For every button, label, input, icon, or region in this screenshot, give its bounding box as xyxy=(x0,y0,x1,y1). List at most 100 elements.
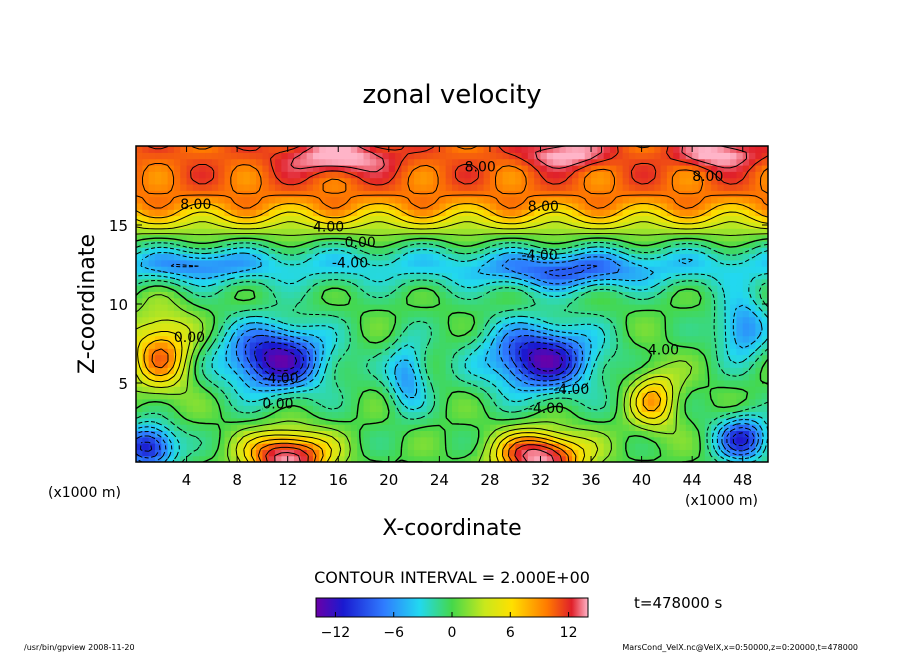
field-cell xyxy=(679,379,687,387)
field-cell xyxy=(161,209,169,217)
field-cell xyxy=(502,443,510,450)
field-cell xyxy=(300,253,308,261)
field-cell xyxy=(312,304,320,311)
field-cell xyxy=(388,164,396,172)
field-cell xyxy=(388,291,396,299)
field-cell xyxy=(527,367,535,375)
field-cell xyxy=(584,266,592,273)
field-cell xyxy=(515,177,523,185)
field-cell xyxy=(489,373,497,381)
field-cell xyxy=(287,266,295,273)
field-cell xyxy=(673,329,681,337)
field-cell xyxy=(218,430,226,438)
field-cell xyxy=(464,146,472,153)
field-cell xyxy=(723,455,731,462)
field-cell xyxy=(723,304,731,311)
field-cell xyxy=(496,430,504,438)
field-cell xyxy=(211,209,219,217)
field-cell xyxy=(445,146,453,153)
field-cell xyxy=(420,430,428,438)
field-cell xyxy=(357,297,365,305)
field-cell xyxy=(704,316,712,324)
field-cell xyxy=(426,291,434,299)
field-cell xyxy=(755,455,763,462)
field-cell xyxy=(723,405,731,413)
field-cell xyxy=(730,266,737,273)
field-cell xyxy=(647,215,655,223)
field-cell xyxy=(243,158,251,166)
field-cell xyxy=(350,183,358,191)
field-cell xyxy=(142,190,150,198)
field-cell xyxy=(363,455,371,462)
field-cell xyxy=(666,202,674,210)
field-cell xyxy=(685,354,693,362)
field-cell xyxy=(616,171,624,179)
field-cell xyxy=(610,253,617,261)
field-cell xyxy=(369,310,377,318)
field-cell xyxy=(666,190,674,198)
field-cell xyxy=(559,354,567,362)
field-cell xyxy=(559,367,567,375)
field-cell xyxy=(698,335,706,343)
field-cell xyxy=(319,405,327,413)
field-cell xyxy=(521,278,529,286)
field-cell xyxy=(470,430,478,438)
field-cell xyxy=(458,285,466,292)
field-cell xyxy=(597,247,605,255)
field-cell xyxy=(464,443,472,450)
field-cell xyxy=(205,310,213,318)
field-cell xyxy=(565,367,573,375)
field-cell xyxy=(154,310,162,318)
field-cell xyxy=(350,152,358,160)
field-cell xyxy=(414,228,421,236)
field-cell xyxy=(369,455,377,462)
field-cell xyxy=(294,259,301,267)
field-cell xyxy=(673,354,681,362)
field-cell xyxy=(414,398,421,406)
field-cell xyxy=(458,228,466,236)
field-cell xyxy=(376,247,384,255)
field-cell xyxy=(376,341,384,349)
field-cell xyxy=(395,240,403,248)
field-cell xyxy=(572,424,579,431)
field-cell xyxy=(711,348,719,356)
field-cell xyxy=(287,322,295,330)
field-cell xyxy=(167,455,175,462)
field-cell xyxy=(186,177,194,185)
field-cell xyxy=(173,335,181,343)
field-cell xyxy=(243,285,251,292)
field-cell xyxy=(527,291,535,299)
field-cell xyxy=(540,379,548,387)
field-cell xyxy=(755,278,763,286)
field-cell xyxy=(148,196,156,204)
field-cell xyxy=(470,152,478,160)
field-cell xyxy=(180,367,188,375)
field-cell xyxy=(452,272,459,280)
field-cell xyxy=(357,304,365,311)
field-cell xyxy=(401,316,409,324)
field-cell xyxy=(553,417,561,425)
field-cell xyxy=(502,297,510,305)
field-cell xyxy=(325,430,333,438)
field-cell xyxy=(433,234,440,242)
field-cell xyxy=(395,386,403,394)
field-cell xyxy=(489,177,497,185)
field-cell xyxy=(502,164,510,172)
field-cell xyxy=(597,411,605,419)
field-cell xyxy=(673,209,681,217)
field-cell xyxy=(730,278,737,286)
field-cell xyxy=(180,443,188,450)
field-cell xyxy=(401,285,409,292)
field-cell xyxy=(616,259,624,267)
field-cell xyxy=(401,367,409,375)
field-cell xyxy=(407,367,415,375)
field-cell xyxy=(755,360,763,368)
field-cell xyxy=(546,291,554,299)
field-cell xyxy=(685,430,693,438)
field-cell xyxy=(628,398,636,406)
field-cell xyxy=(572,405,579,413)
field-cell xyxy=(489,316,497,324)
field-cell xyxy=(369,158,377,166)
field-cell xyxy=(230,240,238,248)
field-cell xyxy=(224,146,232,153)
